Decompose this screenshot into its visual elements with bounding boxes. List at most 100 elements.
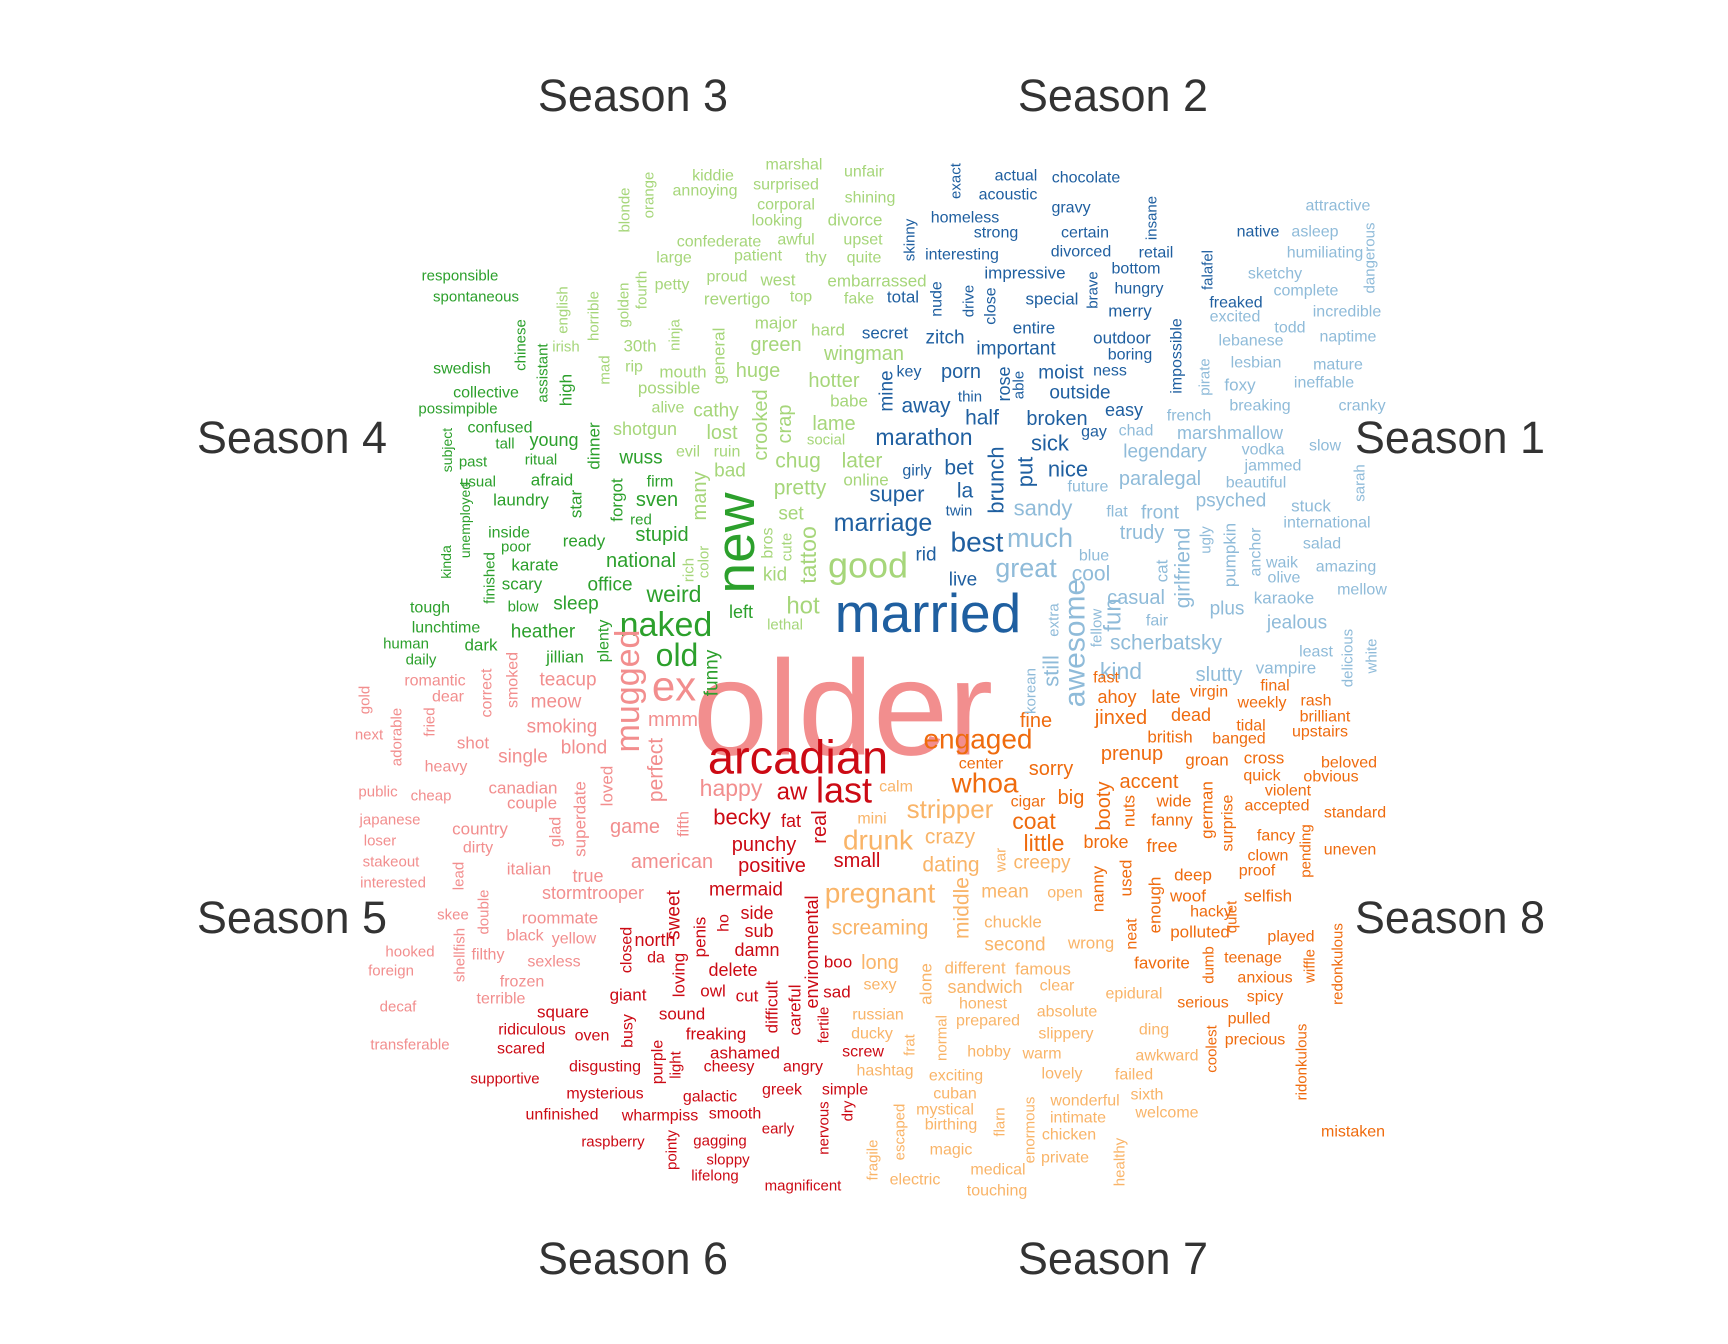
- label-season-8: Season 8: [1355, 892, 1545, 943]
- word-ritual: ritual: [525, 452, 558, 469]
- word-naptime: naptime: [1320, 329, 1377, 346]
- word-ashamed: ashamed: [710, 1044, 780, 1063]
- label-season-4: Season 4: [197, 412, 387, 463]
- word-dating: dating: [922, 854, 979, 877]
- word-tough: tough: [410, 600, 450, 617]
- word-private: private: [1041, 1150, 1089, 1167]
- word-jealous: jealous: [1266, 613, 1327, 634]
- word-absolute: absolute: [1037, 1004, 1098, 1021]
- word-teenage: teenage: [1224, 950, 1282, 967]
- word-engaged: engaged: [923, 724, 1032, 755]
- word-game: game: [610, 816, 660, 838]
- word-mad: mad: [597, 355, 614, 384]
- word-roommate: roommate: [522, 909, 599, 928]
- word-disgusting: disgusting: [569, 1059, 641, 1076]
- word-smooth: smooth: [709, 1106, 761, 1123]
- word-magic: magic: [930, 1142, 973, 1159]
- word-japanese: japanese: [359, 812, 421, 829]
- word-half: half: [965, 407, 999, 430]
- word-hashtag: hashtag: [857, 1063, 914, 1080]
- word-dirty: dirty: [463, 840, 493, 857]
- word-dinner: dinner: [585, 422, 604, 470]
- word-mistaken: mistaken: [1321, 1124, 1385, 1141]
- word-kinda: kinda: [438, 545, 454, 579]
- word-heather: heather: [511, 622, 576, 643]
- word-thin: thin: [958, 389, 982, 406]
- word-perfect: perfect: [645, 738, 668, 802]
- word-delete: delete: [708, 960, 757, 980]
- word-warm: warm: [1021, 1046, 1061, 1063]
- word-rich: rich: [681, 558, 698, 582]
- word-breaking: breaking: [1229, 398, 1290, 415]
- word-falafel: falafel: [1200, 250, 1217, 290]
- word-small: small: [834, 850, 881, 872]
- word-retail: retail: [1139, 245, 1174, 262]
- word-standard: standard: [1324, 805, 1386, 822]
- word-chicken: chicken: [1042, 1127, 1096, 1144]
- word-tall: tall: [495, 436, 514, 453]
- word-sloppy: sloppy: [706, 1152, 750, 1169]
- word-best: best: [951, 527, 1004, 558]
- word-proud: proud: [707, 269, 748, 286]
- word-awful: awful: [777, 232, 814, 249]
- word-chocolate: chocolate: [1052, 170, 1121, 187]
- word-actual: actual: [995, 168, 1038, 185]
- word-russian: russian: [852, 1007, 904, 1024]
- word-cathy: cathy: [693, 401, 739, 422]
- word-whoa: whoa: [951, 768, 1019, 799]
- word-slippery: slippery: [1038, 1026, 1093, 1043]
- word-lethal: lethal: [767, 617, 803, 634]
- word-marathon: marathon: [875, 424, 972, 450]
- word-purple: purple: [650, 1040, 667, 1085]
- word-italian: italian: [507, 860, 551, 879]
- word-interesting: interesting: [925, 247, 999, 264]
- word-mine: mine: [877, 370, 898, 411]
- word-gold: gold: [357, 686, 374, 714]
- word-quite: quite: [847, 250, 882, 267]
- word-healthy: healthy: [1112, 1137, 1129, 1186]
- word-woof: woof: [1169, 887, 1206, 906]
- word-epidural: epidural: [1106, 986, 1163, 1003]
- word-scherbatsky: scherbatsky: [1110, 632, 1223, 655]
- word-funny: funny: [702, 649, 723, 696]
- word-rash: rash: [1300, 693, 1331, 710]
- word-swedish: swedish: [433, 361, 491, 378]
- word-sound: sound: [659, 1005, 705, 1024]
- word-brilliant: brilliant: [1300, 709, 1351, 726]
- word-hard: hard: [811, 321, 845, 340]
- word-shellfish: shellfish: [452, 928, 469, 982]
- word-penis: penis: [691, 917, 710, 958]
- word-tidal: tidal: [1236, 718, 1265, 735]
- word-hacky: hacky: [1190, 904, 1232, 921]
- word-famous: famous: [1015, 960, 1071, 979]
- word-ho: ho: [716, 914, 733, 932]
- word-drunk: drunk: [843, 825, 914, 856]
- label-season-3: Season 3: [538, 70, 728, 121]
- word-teacup: teacup: [539, 670, 596, 691]
- word-sandy: sandy: [1014, 496, 1073, 521]
- word-revertigo: revertigo: [704, 290, 770, 309]
- word-heavy: heavy: [425, 759, 468, 776]
- word-important: important: [976, 339, 1056, 360]
- word-clown: clown: [1248, 848, 1289, 865]
- word-orange: orange: [641, 172, 658, 219]
- word-nude: nude: [929, 281, 946, 317]
- word-free: free: [1146, 836, 1177, 856]
- word-possimpible: possimpible: [418, 401, 497, 418]
- word-finished: finished: [482, 552, 499, 604]
- word-red: red: [630, 512, 652, 529]
- word-alone: alone: [917, 963, 936, 1005]
- word-impossible: impossible: [1169, 318, 1186, 394]
- label-season-2: Season 2: [1018, 70, 1208, 121]
- word-kind: kind: [1100, 658, 1142, 684]
- word-golden: golden: [616, 282, 633, 327]
- word-unfinished: unfinished: [526, 1107, 599, 1124]
- word-alive: alive: [652, 400, 685, 417]
- word-second: second: [984, 935, 1045, 956]
- word-set: set: [778, 504, 804, 525]
- word-unemployed: unemployed: [457, 482, 473, 558]
- word-divorced: divorced: [1051, 244, 1111, 261]
- word-dry: dry: [840, 1100, 857, 1121]
- word-french: french: [1167, 408, 1211, 425]
- word-anxious: anxious: [1237, 970, 1292, 987]
